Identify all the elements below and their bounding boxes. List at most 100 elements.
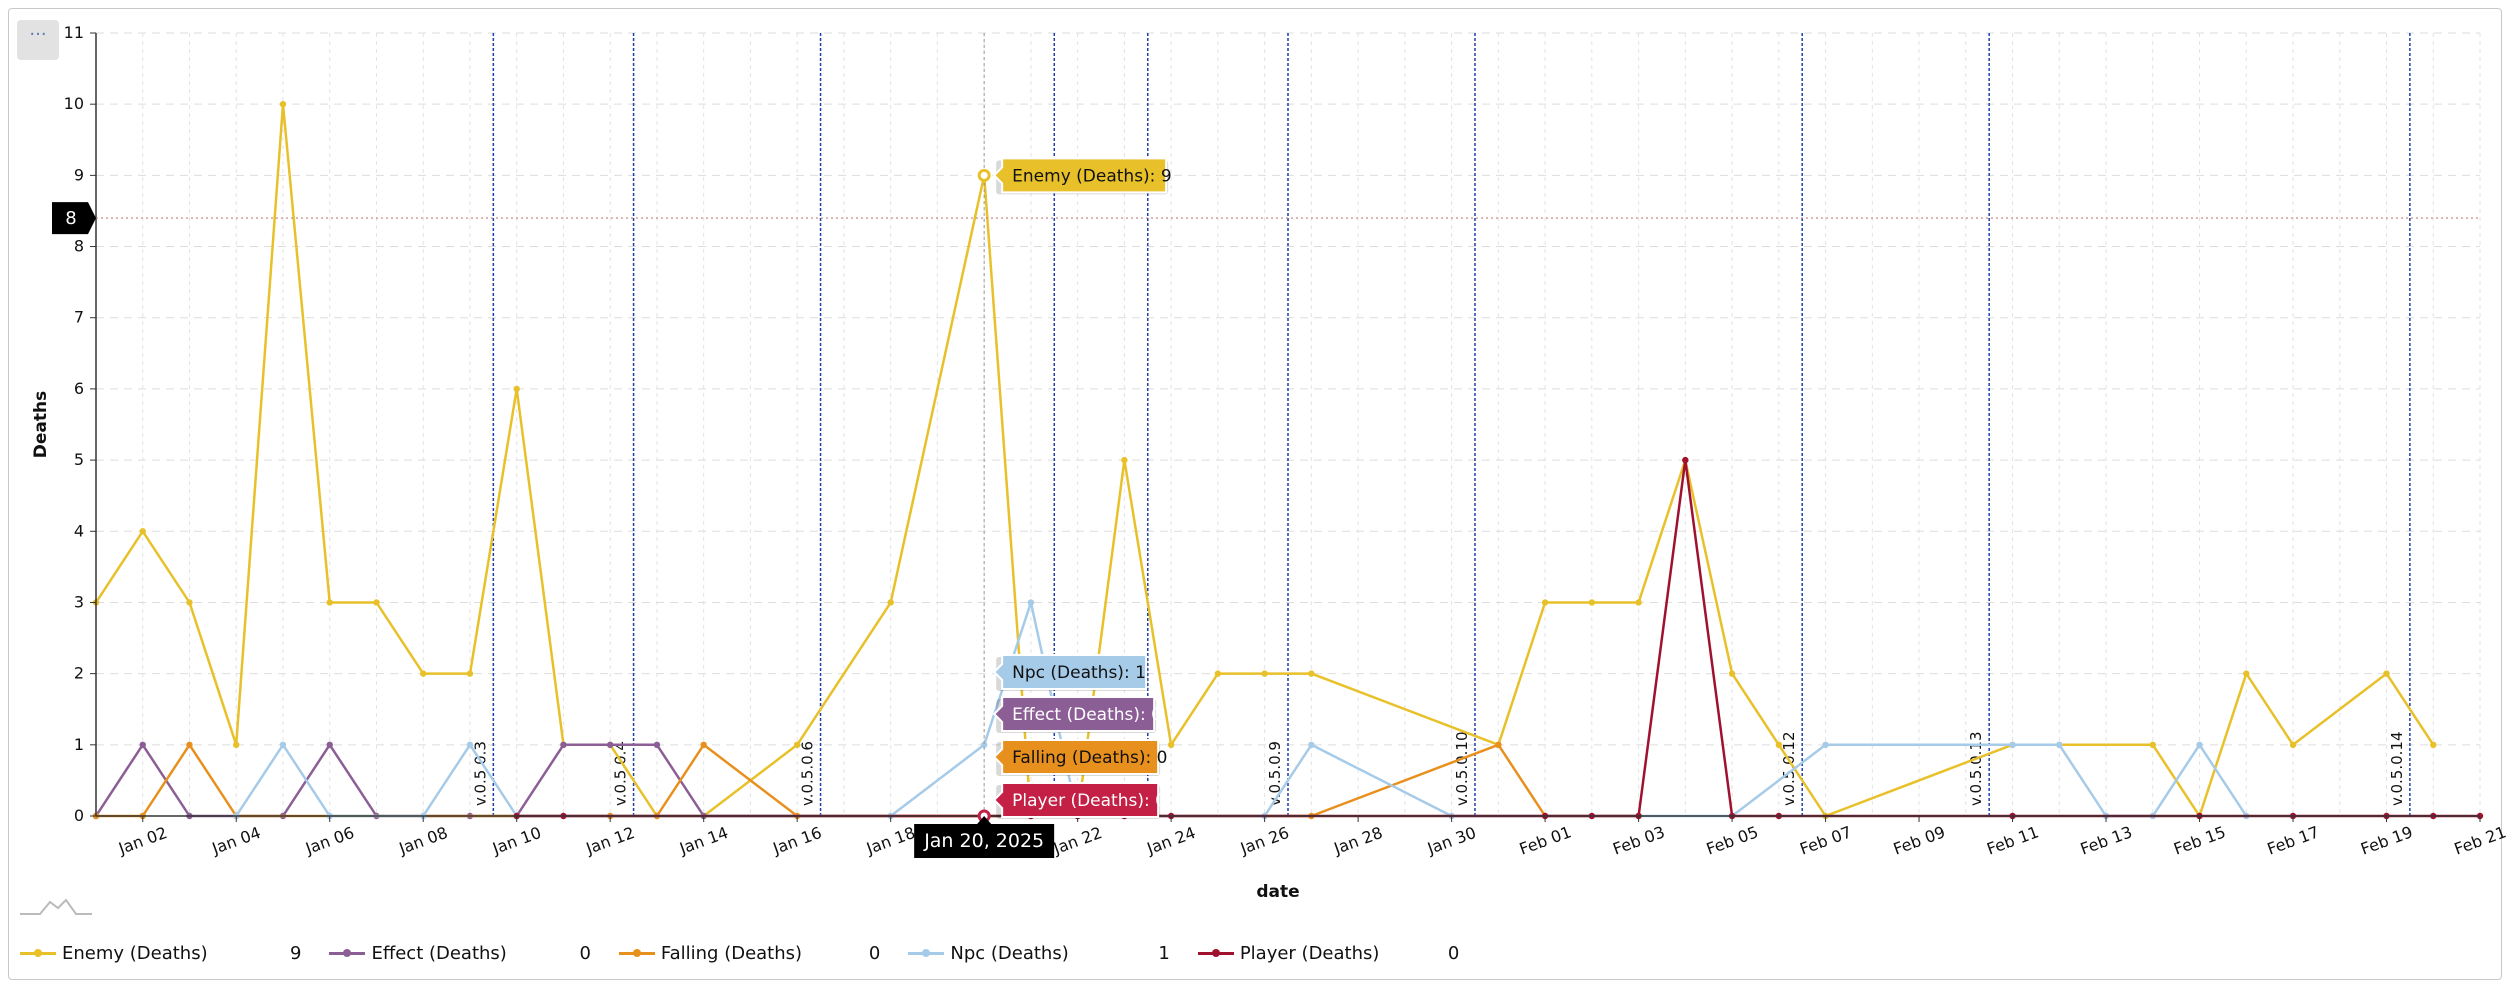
x-tick-label: Jan 26 — [1237, 823, 1292, 858]
data-point — [233, 741, 240, 749]
data-point — [513, 385, 520, 393]
x-tick-label: Jan 10 — [489, 823, 544, 858]
chart-container — [8, 8, 2502, 980]
tooltip: Player (Deaths): 0 — [992, 782, 1166, 819]
legend-item[interactable]: Effect (Deaths) 0 — [329, 942, 618, 964]
legend-item[interactable]: Player (Deaths) 0 — [1197, 942, 1487, 964]
data-point — [466, 741, 474, 749]
data-point — [420, 670, 427, 677]
x-tick-label: Feb 11 — [1984, 822, 2041, 858]
legend-swatch — [329, 942, 366, 964]
y-tick-label: 10 — [64, 94, 84, 113]
tooltip-label: Enemy (Deaths): 9 — [1012, 166, 1171, 186]
legend-dot — [34, 949, 42, 957]
series-effect — [92, 741, 988, 820]
data-point — [700, 741, 707, 749]
tooltip: Npc (Deaths): 1 — [992, 654, 1149, 691]
legend-swatch — [908, 942, 945, 964]
tooltip-box — [992, 696, 1156, 732]
legend-name: Player (Deaths) — [1239, 942, 1380, 964]
y-tick-label: 7 — [74, 308, 84, 327]
x-tick-label: Feb 07 — [1797, 822, 1854, 858]
data-point — [980, 741, 988, 749]
crosshair-date-box — [914, 824, 1055, 858]
legend-dot — [1211, 949, 1220, 957]
x-axis-title: date — [1256, 882, 1299, 902]
legend-swatch — [618, 942, 655, 964]
data-point — [1635, 599, 1642, 606]
x-tick-label: Jan 30 — [1424, 823, 1479, 858]
x-tick-label: Jan 18 — [863, 823, 918, 858]
legend-item[interactable]: Falling (Deaths) 0 — [618, 942, 908, 964]
x-tick-label: Jan 16 — [770, 823, 825, 858]
tooltip: Enemy (Deaths): 9 — [992, 157, 1172, 195]
legend-name: Falling (Deaths) — [660, 942, 803, 964]
x-tick-label: Feb 09 — [1891, 822, 1948, 858]
mini-sparkline-icon — [20, 898, 92, 915]
tooltip-label: Npc (Deaths): 1 — [1012, 663, 1146, 683]
x-tick-label: Jan 24 — [1144, 823, 1199, 858]
data-point — [2430, 741, 2437, 749]
legend-swatch — [20, 942, 56, 964]
series-line — [96, 743, 1639, 818]
legend-value: 0 — [579, 942, 591, 964]
x-tick-label: Jan 12 — [583, 823, 638, 858]
y-tick-label: 2 — [74, 664, 84, 683]
data-point — [1495, 741, 1502, 749]
legend-item[interactable]: Npc (Deaths) 1 — [908, 942, 1197, 964]
legend-item[interactable]: Enemy (Deaths) 9 — [20, 942, 329, 964]
data-point — [2056, 741, 2063, 749]
data-point — [2289, 741, 2297, 749]
x-tick-label: Jan 06 — [302, 823, 357, 858]
data-point — [1728, 670, 1736, 677]
x-tick-label: Feb 19 — [2358, 822, 2415, 858]
legend-name: Npc (Deaths) — [950, 942, 1069, 964]
x-tick-label: Feb 13 — [2078, 822, 2135, 858]
data-point — [373, 599, 380, 606]
data-point — [793, 741, 801, 749]
version-label: v.0.5.0.9 — [1266, 741, 1284, 806]
x-tick-label: Jan 22 — [1050, 823, 1105, 858]
version-label: v.0.5.0.6 — [799, 741, 817, 806]
data-point — [2243, 670, 2250, 677]
x-tick-label: Feb 15 — [2171, 822, 2228, 858]
data-point — [1027, 599, 1035, 606]
version-label: v.0.5.0.10 — [1453, 731, 1471, 806]
chart-menu-button[interactable]: ··· — [17, 20, 59, 60]
y-tick-label: 6 — [74, 379, 84, 398]
x-tick-label: Jan 14 — [676, 823, 731, 858]
legend-dot — [343, 949, 352, 957]
data-point — [2196, 741, 2203, 749]
threshold-label: 8 — [65, 208, 76, 229]
data-point — [186, 599, 193, 606]
data-point — [1775, 741, 1783, 749]
hover-point — [977, 168, 991, 182]
data-point — [139, 528, 146, 535]
version-label: v.0.5.0.12 — [1780, 731, 1798, 806]
legend-value: 0 — [868, 942, 881, 964]
y-tick-label: 9 — [74, 165, 84, 184]
x-tick-label: Feb 17 — [2265, 822, 2322, 858]
hover-overlay: 8 Enemy (Deaths): 9 Npc (Deaths): 1 Effect … — [52, 33, 2480, 858]
data-point — [466, 670, 474, 677]
data-point — [560, 741, 567, 749]
tooltip-box — [992, 654, 1148, 690]
tooltip-label: Falling (Deaths): 0 — [1012, 748, 1167, 768]
x-tick-label: Feb 01 — [1517, 822, 1574, 858]
legend-name: Effect (Deaths) — [371, 942, 507, 964]
data-point — [653, 741, 661, 749]
crosshair-date-pointer — [977, 816, 992, 824]
data-point — [2009, 741, 2016, 749]
version-label: v.0.5.0.3 — [471, 741, 489, 806]
x-tick-label: Jan 28 — [1331, 823, 1386, 858]
data-point — [1121, 456, 1128, 464]
legend: Enemy (Deaths) 9 Effect (Deaths) 0 Falling (… — [20, 938, 1487, 968]
data-point — [2383, 670, 2390, 677]
data-point — [1541, 599, 1549, 606]
data-point — [186, 741, 193, 749]
y-axis-title: Deaths — [31, 391, 51, 458]
legend-dot — [922, 949, 931, 957]
legend-value: 0 — [1447, 942, 1460, 964]
y-tick-label: 1 — [74, 735, 84, 754]
